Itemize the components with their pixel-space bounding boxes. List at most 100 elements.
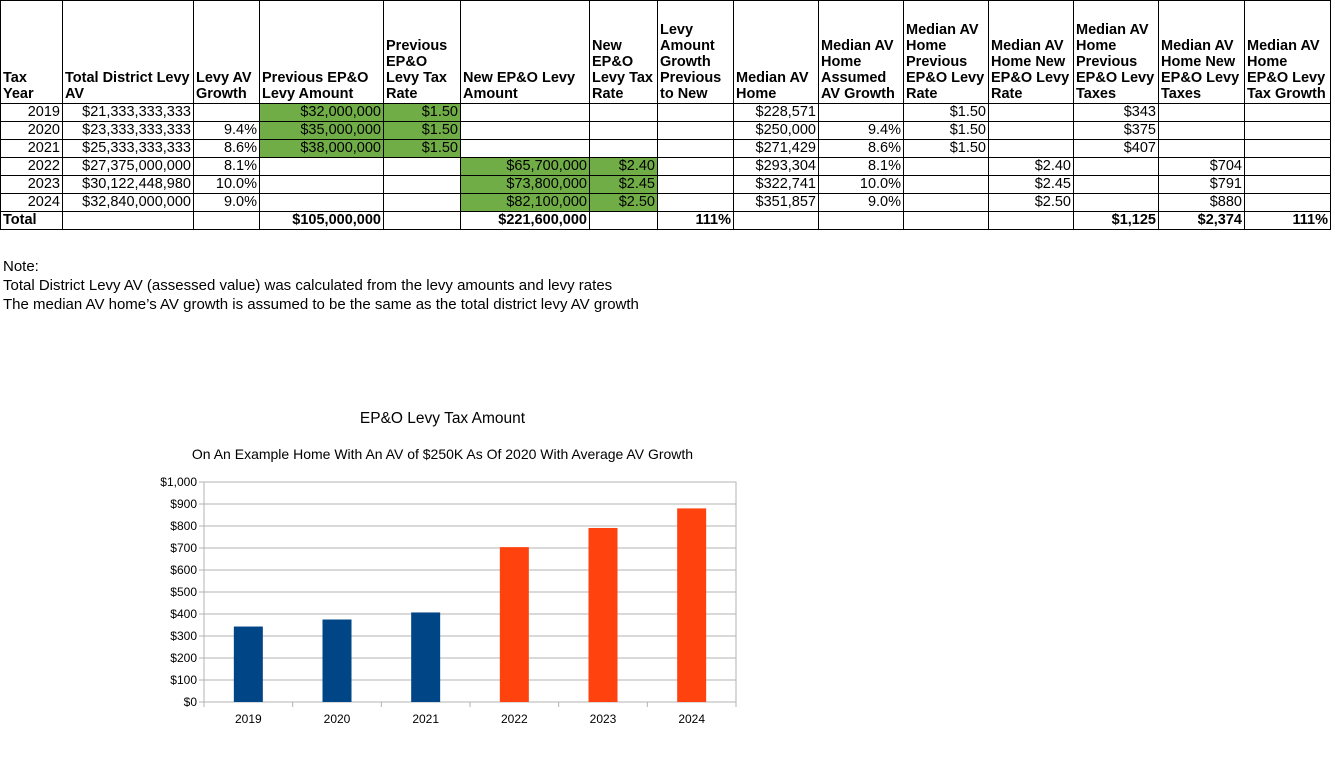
table-cell[interactable] <box>903 175 989 194</box>
total-cell[interactable]: 111% <box>657 211 734 230</box>
table-cell[interactable]: $351,857 <box>733 193 819 212</box>
table-cell[interactable]: 8.1% <box>193 157 260 176</box>
table-cell[interactable]: $293,304 <box>733 157 819 176</box>
table-cell[interactable]: $2.40 <box>589 157 658 176</box>
table-cell[interactable] <box>988 103 1074 122</box>
total-cell[interactable] <box>383 211 461 230</box>
table-cell[interactable]: $1.50 <box>383 139 461 158</box>
table-cell[interactable] <box>657 157 734 176</box>
table-cell[interactable] <box>657 193 734 212</box>
table-cell[interactable] <box>589 121 658 140</box>
table-cell[interactable]: 9.4% <box>193 121 260 140</box>
total-cell[interactable]: $2,374 <box>1158 211 1245 230</box>
table-cell[interactable] <box>460 139 590 158</box>
total-cell[interactable] <box>818 211 904 230</box>
table-cell[interactable] <box>657 139 734 158</box>
table-cell[interactable]: $1.50 <box>903 139 989 158</box>
table-cell[interactable]: $407 <box>1073 139 1159 158</box>
table-cell[interactable]: 10.0% <box>193 175 260 194</box>
table-cell[interactable]: 2023 <box>0 175 63 194</box>
table-cell[interactable]: $73,800,000 <box>460 175 590 194</box>
table-cell[interactable]: $228,571 <box>733 103 819 122</box>
total-cell[interactable]: $105,000,000 <box>259 211 384 230</box>
table-cell[interactable] <box>1244 121 1331 140</box>
table-cell[interactable]: $23,333,333,333 <box>62 121 194 140</box>
table-cell[interactable] <box>259 157 384 176</box>
column-header[interactable]: Levy Amount Growth Previous to New <box>657 0 734 104</box>
table-cell[interactable]: $27,375,000,000 <box>62 157 194 176</box>
table-cell[interactable] <box>460 121 590 140</box>
table-cell[interactable]: $2.45 <box>988 175 1074 194</box>
table-cell[interactable]: $1.50 <box>383 103 461 122</box>
table-cell[interactable] <box>657 103 734 122</box>
table-cell[interactable]: $35,000,000 <box>259 121 384 140</box>
table-cell[interactable]: $2.45 <box>589 175 658 194</box>
table-cell[interactable]: $791 <box>1158 175 1245 194</box>
table-cell[interactable] <box>903 157 989 176</box>
table-cell[interactable]: 2022 <box>0 157 63 176</box>
table-cell[interactable] <box>1158 121 1245 140</box>
table-cell[interactable]: 2019 <box>0 103 63 122</box>
table-cell[interactable] <box>1073 193 1159 212</box>
table-cell[interactable]: 8.6% <box>193 139 260 158</box>
table-cell[interactable] <box>818 103 904 122</box>
table-cell[interactable] <box>988 139 1074 158</box>
total-cell[interactable]: $221,600,000 <box>460 211 590 230</box>
total-label[interactable]: Total <box>0 211 63 230</box>
total-cell[interactable]: $1,125 <box>1073 211 1159 230</box>
total-cell[interactable]: 111% <box>1244 211 1331 230</box>
table-cell[interactable]: $1.50 <box>383 121 461 140</box>
column-header[interactable]: Previous EP&O Levy Amount <box>259 0 384 104</box>
column-header[interactable]: Previous EP&O Levy Tax Rate <box>383 0 461 104</box>
column-header[interactable]: Median AV Home <box>733 0 819 104</box>
table-cell[interactable]: $1.50 <box>903 103 989 122</box>
table-cell[interactable] <box>259 175 384 194</box>
total-cell[interactable] <box>193 211 260 230</box>
table-cell[interactable]: $32,000,000 <box>259 103 384 122</box>
table-cell[interactable]: 8.6% <box>818 139 904 158</box>
table-cell[interactable] <box>383 157 461 176</box>
table-cell[interactable]: $2.50 <box>589 193 658 212</box>
column-header[interactable]: Median AV Home New EP&O Levy Rate <box>988 0 1074 104</box>
table-cell[interactable]: $2.40 <box>988 157 1074 176</box>
table-cell[interactable]: $271,429 <box>733 139 819 158</box>
table-cell[interactable]: 9.0% <box>818 193 904 212</box>
total-cell[interactable] <box>903 211 989 230</box>
table-cell[interactable] <box>1244 175 1331 194</box>
table-cell[interactable] <box>589 103 658 122</box>
column-header[interactable]: Total District Levy AV <box>62 0 194 104</box>
table-cell[interactable] <box>383 175 461 194</box>
total-cell[interactable] <box>62 211 194 230</box>
table-cell[interactable]: $880 <box>1158 193 1245 212</box>
table-cell[interactable]: $65,700,000 <box>460 157 590 176</box>
column-header[interactable]: Levy AV Growth <box>193 0 260 104</box>
column-header[interactable]: Median AV Home Assumed AV Growth <box>818 0 904 104</box>
column-header[interactable]: Tax Year <box>0 0 63 104</box>
table-cell[interactable]: 9.4% <box>818 121 904 140</box>
table-cell[interactable]: 2020 <box>0 121 63 140</box>
column-header[interactable]: Median AV Home New EP&O Levy Taxes <box>1158 0 1245 104</box>
table-cell[interactable] <box>589 139 658 158</box>
total-cell[interactable] <box>589 211 658 230</box>
table-cell[interactable] <box>1158 139 1245 158</box>
table-cell[interactable]: 9.0% <box>193 193 260 212</box>
table-cell[interactable] <box>259 193 384 212</box>
total-cell[interactable] <box>733 211 819 230</box>
table-cell[interactable]: $38,000,000 <box>259 139 384 158</box>
table-cell[interactable] <box>1073 157 1159 176</box>
table-cell[interactable]: 2021 <box>0 139 63 158</box>
table-cell[interactable]: $82,100,000 <box>460 193 590 212</box>
table-cell[interactable] <box>1244 139 1331 158</box>
total-cell[interactable] <box>988 211 1074 230</box>
table-cell[interactable]: $250,000 <box>733 121 819 140</box>
table-cell[interactable]: $704 <box>1158 157 1245 176</box>
column-header[interactable]: Median AV Home EP&O Levy Tax Growth <box>1244 0 1331 104</box>
table-cell[interactable] <box>193 103 260 122</box>
table-cell[interactable] <box>903 193 989 212</box>
table-cell[interactable]: $25,333,333,333 <box>62 139 194 158</box>
table-cell[interactable] <box>383 193 461 212</box>
table-cell[interactable]: $2.50 <box>988 193 1074 212</box>
table-cell[interactable] <box>1244 103 1331 122</box>
column-header[interactable]: New EP&O Levy Tax Rate <box>589 0 658 104</box>
table-cell[interactable]: 10.0% <box>818 175 904 194</box>
